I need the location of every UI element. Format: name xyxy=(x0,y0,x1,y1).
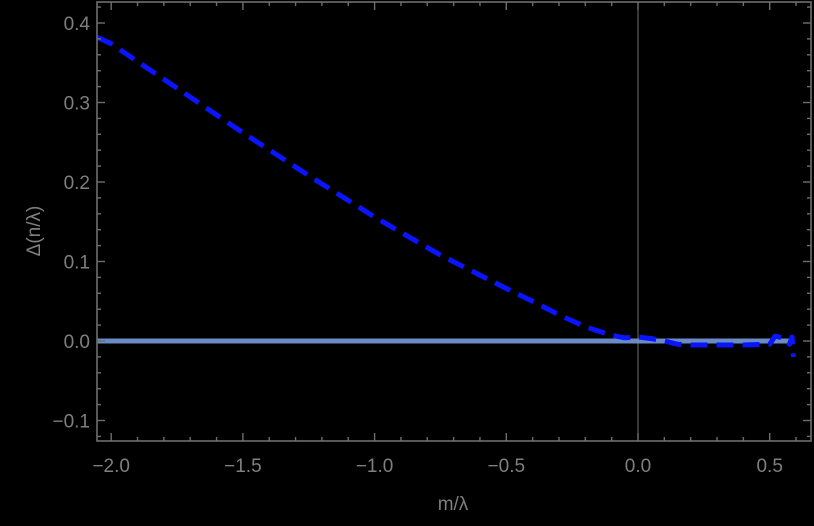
dashed-curve xyxy=(96,35,796,358)
y-tick-label: −0.1 xyxy=(52,412,90,433)
plot-series xyxy=(96,35,796,358)
x-tick-label: 0.5 xyxy=(756,456,782,477)
plot-frame xyxy=(96,1,812,442)
y-tick-label: 0.3 xyxy=(64,94,90,115)
plot-border xyxy=(96,1,812,442)
y-tick-label: 0.4 xyxy=(64,14,91,35)
y-tick-label: 0.2 xyxy=(64,173,90,194)
y-tick-label: 0.1 xyxy=(64,253,90,274)
x-tick-label: −1.5 xyxy=(224,456,262,477)
y-tick-label: 0.0 xyxy=(64,332,90,353)
x-tick-label: −1.0 xyxy=(356,456,394,477)
x-axis-label: m/λ xyxy=(438,494,469,515)
x-axis-ticks: −2.0 −1.5 −1.0 −0.5 0.0 0.5 xyxy=(92,2,797,477)
x-tick-label: 0.0 xyxy=(625,456,651,477)
y-axis-ticks: 0.4 0.3 0.2 0.1 0.0 −0.1 xyxy=(52,6,811,438)
y-axis-label: Δ(n/λ) xyxy=(24,206,45,257)
x-tick-label: −0.5 xyxy=(488,456,526,477)
x-tick-label: −2.0 xyxy=(92,456,130,477)
